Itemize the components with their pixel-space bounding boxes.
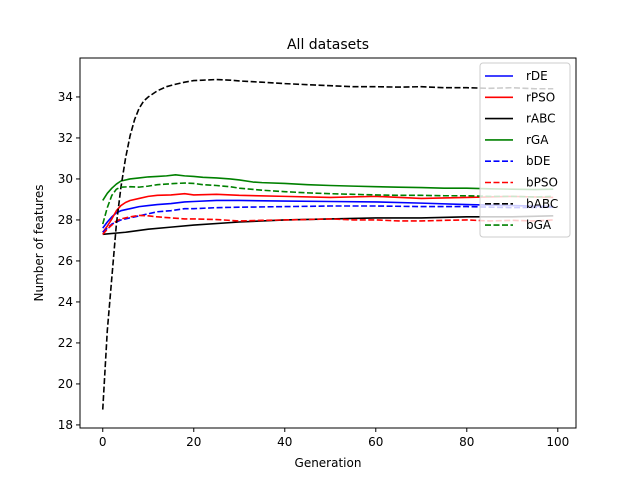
series-line-bABC: [101, 78, 554, 410]
legend-box: [479, 62, 571, 238]
y-tick-label: 30: [58, 172, 73, 186]
x-axis-ticks: 0 20 40 60 80 100: [99, 428, 569, 449]
legend-label-bABC: bABC: [526, 197, 558, 211]
y-tick-label: 28: [58, 213, 73, 227]
x-axis-label: Generation: [295, 456, 362, 470]
legend-label-rGA: rGA: [526, 133, 549, 147]
legend-label-bDE: bDE: [526, 154, 550, 168]
series-line-bGA: [101, 182, 554, 225]
x-tick-label: 40: [277, 435, 292, 449]
y-tick-label: 18: [58, 418, 73, 432]
x-tick-label: 100: [546, 435, 569, 449]
y-tick-label: 22: [58, 336, 73, 350]
series-line-bPSO: [102, 214, 554, 235]
plot-area-frame: [79, 57, 577, 429]
x-tick-label: 60: [368, 435, 383, 449]
chart-title: All datasets: [287, 37, 369, 53]
legend-label-bPSO: bPSO: [526, 176, 558, 190]
x-tick-label: 0: [99, 435, 107, 449]
y-tick-label: 26: [58, 254, 73, 268]
y-tick-label: 34: [58, 90, 73, 104]
legend-label-bGA: bGA: [526, 218, 552, 232]
legend-label-rDE: rDE: [526, 69, 548, 83]
x-tick-label: 80: [459, 435, 474, 449]
y-tick-label: 32: [58, 131, 73, 145]
series-line-rGA: [102, 174, 554, 201]
y-tick-label: 24: [58, 295, 73, 309]
legend-label-rPSO: rPSO: [526, 90, 555, 104]
series-line-bDE: [102, 205, 554, 233]
series-line-rPSO: [102, 192, 554, 233]
legend-label-rABC: rABC: [526, 112, 556, 126]
legend: rDE rPSO rABC rGA bDE bPSO bABC bGA: [479, 62, 571, 238]
series-layer: [101, 78, 554, 410]
y-axis-ticks: 18 20 22 24 26 28 30 32 34: [58, 90, 80, 432]
y-axis-label: Number of features: [32, 185, 46, 302]
x-tick-label: 20: [186, 435, 201, 449]
y-tick-label: 20: [58, 377, 73, 391]
